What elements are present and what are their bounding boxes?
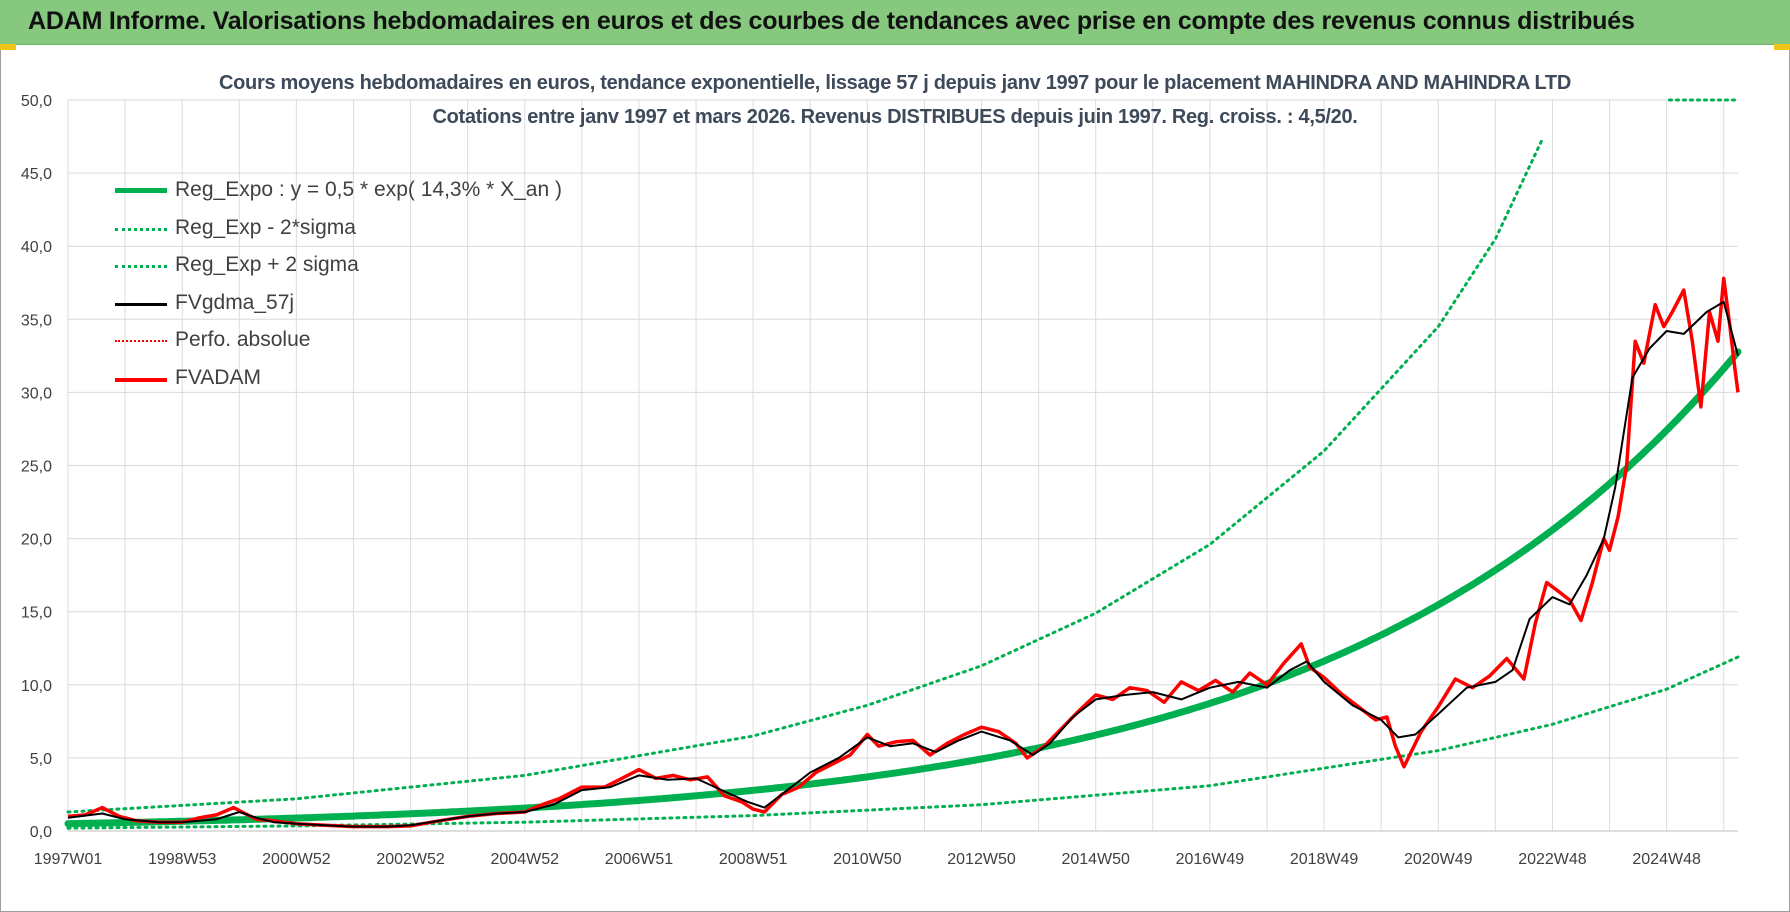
legend-swatch-reg-plus (115, 265, 167, 269)
x-tick-label: 2004W52 (491, 851, 560, 868)
legend-swatch-fvadam (115, 377, 167, 382)
x-tick-label: 2018W49 (1290, 851, 1359, 868)
y-tick-label: 45,0 (21, 166, 52, 183)
x-tick-label: 2016W49 (1176, 851, 1245, 868)
chart-title-line1: Cours moyens hebdomadaires en euros, ten… (219, 72, 1571, 94)
y-tick-label: 40,0 (21, 239, 52, 256)
y-tick-label: 5,0 (30, 751, 52, 768)
y-tick-label: 50,0 (21, 93, 52, 110)
series-reg-expo (64, 348, 1742, 828)
legend-label-reg-minus: Reg_Exp - 2*sigma (175, 215, 356, 239)
x-tick-label: 2014W50 (1061, 851, 1130, 868)
legend-swatch-reg-expo (115, 188, 167, 193)
y-tick-label: 0,0 (30, 824, 52, 841)
x-tick-label: 2010W50 (833, 851, 902, 868)
y-tick-label: 30,0 (21, 385, 52, 402)
x-tick-label: 2024W48 (1632, 851, 1701, 868)
series-fvgdma-57j (67, 300, 1739, 828)
legend-swatch-fvgdma (115, 302, 167, 306)
y-axis-ticks: 0,0 5,0 10,0 15,0 20,0 25,0 30,0 35,0 40,0 45,0 50… (21, 93, 52, 841)
y-tick-label: 20,0 (21, 532, 52, 549)
x-tick-label: 2012W50 (947, 851, 1016, 868)
chart-title-line2: Cotations entre janv 1997 et mars 2026. … (432, 106, 1358, 128)
x-tick-label: 2006W51 (605, 851, 674, 868)
y-tick-label: 10,0 (21, 678, 52, 695)
x-tick-label: 2008W51 (719, 851, 788, 868)
x-tick-label: 2022W48 (1518, 851, 1587, 868)
legend-label-fvgdma: FVgdma_57j (175, 290, 295, 314)
legend-swatch-perfo (115, 340, 167, 343)
series-reg-minus-2sigma (66, 655, 1740, 830)
corner-mark-left (0, 44, 16, 50)
legend-label-reg-expo: Reg_Expo : y = 0,5 * exp( 14,3% * X_an ) (175, 178, 562, 201)
x-tick-label: 2002W52 (376, 851, 445, 868)
legend-label-reg-plus: Reg_Exp + 2 sigma (175, 253, 359, 277)
x-tick-label: 1998W53 (148, 851, 217, 868)
x-axis-ticks: 1997W01 1998W53 2000W52 2002W52 2004W52 2006W… (34, 851, 1701, 868)
y-tick-label: 25,0 (21, 459, 52, 476)
y-tick-label: 15,0 (21, 605, 52, 622)
header-banner: ADAM Informe. Valorisations hebdomadaire… (0, 0, 1790, 45)
legend-label-perfo: Perfo. absolue (175, 328, 311, 352)
report-title: ADAM Informe. Valorisations hebdomadaire… (28, 7, 1635, 35)
corner-mark-right (1774, 44, 1790, 50)
x-tick-label: 1997W01 (34, 851, 103, 868)
legend-swatch-reg-minus (115, 227, 167, 231)
gridlines (67, 99, 1738, 832)
legend-label-fvadam: FVADAM (175, 365, 261, 389)
x-tick-label: 2000W52 (262, 851, 331, 868)
y-tick-label: 35,0 (21, 312, 52, 329)
x-tick-label: 2020W49 (1404, 851, 1473, 868)
series-reg-plus-2sigma (66, 138, 1544, 814)
series-layer (64, 98, 1742, 830)
